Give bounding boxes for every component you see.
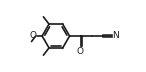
Text: O: O bbox=[77, 47, 84, 56]
Text: O: O bbox=[29, 32, 36, 40]
Text: N: N bbox=[112, 32, 119, 40]
